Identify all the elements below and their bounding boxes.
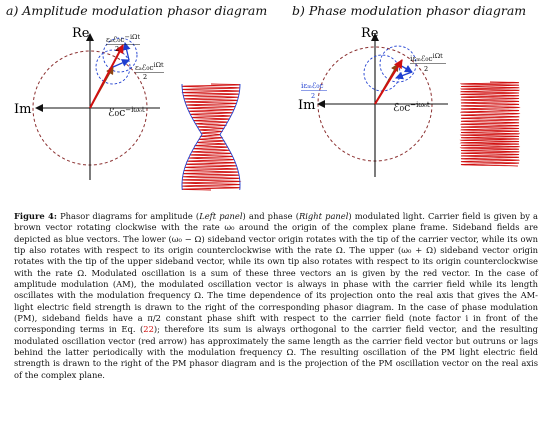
pm-left-sideband-denom: 2 bbox=[311, 92, 315, 100]
pm-re-label: Re bbox=[361, 26, 379, 41]
am-upper-sideband-denom: 2 bbox=[115, 45, 119, 53]
left-panel-title: a) Amplitude modulation phasor diagram bbox=[6, 3, 268, 18]
pm-oscillation-trace bbox=[459, 81, 521, 167]
am-upper-sideband-label: εₐℰ₀c−iΩt bbox=[106, 33, 140, 44]
caption-text-4: ); therefore its sum is always orthogona… bbox=[14, 324, 538, 380]
am-oscillation-trace bbox=[181, 83, 242, 191]
pm-resultant-vector bbox=[374, 59, 403, 105]
am-lower-sideband-label: εₐℰ₀ciΩt bbox=[135, 61, 164, 72]
am-carrier-label: ℰ₀c−iω₀t bbox=[108, 106, 145, 119]
pm-carrier-label: ℰ₀c−iω₀t bbox=[393, 101, 430, 114]
am-sideband-orbit-lower bbox=[95, 49, 131, 85]
caption-text-2: ) and phase ( bbox=[242, 211, 299, 221]
pm-lower-sideband-vector bbox=[395, 71, 413, 80]
am-oscillation-plot bbox=[181, 83, 242, 191]
pm-im-label: Im bbox=[298, 98, 315, 113]
pm-phasor-diagram: Re Im iεₘℰ₀c 2 iεₘℰ₀ciΩt 2 ℰ₀c−iω₀t bbox=[298, 26, 448, 177]
pm-left-sideband-label: iεₘℰ₀c bbox=[301, 81, 324, 90]
am-lower-sideband-vector bbox=[112, 59, 130, 68]
am-envelope-right bbox=[219, 84, 241, 191]
am-sideband-orbit-upper bbox=[102, 37, 138, 73]
caption-text-1: Phasor diagrams for amplitude ( bbox=[56, 211, 200, 221]
pm-right-sideband-label: iεₘℰ₀ciΩt bbox=[410, 52, 443, 63]
phasor-figure: Re Im εₐℰ₀c−iΩt 2 εₐℰ₀ciΩt 2 ℰ₀c−iω₀t Re bbox=[14, 26, 521, 191]
caption-left-panel: Left panel bbox=[199, 211, 243, 221]
caption-right-panel: Right panel bbox=[298, 211, 349, 221]
am-re-label: Re bbox=[72, 26, 90, 41]
caption-text-3: ) modulated light. Carrier field is give… bbox=[14, 211, 538, 335]
am-lower-sideband-denom: 2 bbox=[143, 73, 147, 81]
am-envelope-left bbox=[181, 84, 203, 191]
figure-caption: Figure 4: Phasor diagrams for amplitude … bbox=[14, 211, 538, 381]
right-panel-title: b) Phase modulation phasor diagram bbox=[292, 3, 527, 18]
pm-right-sideband-denom: 2 bbox=[424, 65, 428, 73]
caption-label: Figure 4: bbox=[14, 211, 57, 221]
am-resultant-vector bbox=[89, 44, 124, 109]
am-im-label: Im bbox=[14, 102, 31, 117]
pm-oscillation-plot bbox=[459, 81, 521, 167]
equation-reference-link[interactable]: 22 bbox=[143, 324, 154, 335]
am-upper-sideband-vector bbox=[122, 42, 131, 61]
am-phasor-diagram: Re Im εₐℰ₀c−iΩt 2 εₐℰ₀ciΩt 2 ℰ₀c−iω₀t bbox=[14, 26, 164, 180]
